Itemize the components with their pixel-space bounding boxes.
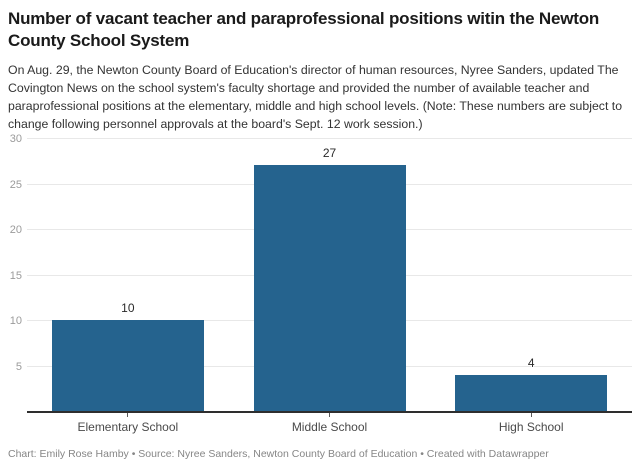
y-axis-tick-label: 20 [9, 224, 22, 236]
x-axis-category-label: Middle School [291, 420, 368, 434]
x-axis-slot: High School [430, 413, 632, 435]
bar-slot: 4 [430, 138, 632, 411]
gridline [27, 138, 632, 139]
x-axis-tick [329, 413, 330, 417]
bar-high-school [455, 374, 608, 411]
x-axis-tick [127, 413, 129, 417]
bar-elementary-school [51, 320, 204, 411]
bar-middle-school [253, 165, 406, 411]
x-axis-labels: Elementary School Middle School High Schoo… [27, 413, 632, 435]
y-axis-tick-label: 30 [9, 133, 22, 145]
x-axis-slot: Middle School [229, 413, 431, 435]
y-axis-tick-label: 25 [9, 178, 22, 191]
bar-chart: 5 10 15 20 25 30 10 27 4 Elementary School Middle… [8, 133, 632, 435]
y-axis-tick-label: 15 [9, 269, 22, 282]
y-axis-tick-label: 10 [9, 315, 22, 327]
bar-value-label: 10 [121, 301, 135, 315]
x-axis-category-label: High School [498, 420, 564, 434]
plot-area: 5 10 15 20 25 30 10 27 4 [8, 133, 632, 411]
attribution-footer: Chart: Emily Rose Hamby • Source: Nyree … [8, 448, 549, 460]
bar-slot: 27 [229, 138, 431, 411]
x-axis-tick [530, 413, 532, 417]
chart-description: On Aug. 29, the Newton County Board of E… [8, 63, 623, 131]
bars-layer: 10 27 4 [27, 138, 632, 411]
bar-slot: 10 [27, 138, 229, 411]
chart-title: Number of vacant teacher and paraprofess… [8, 9, 600, 50]
x-axis-line [27, 411, 632, 413]
bar-value-label: 27 [322, 146, 337, 161]
y-axis-tick-label: 5 [15, 360, 22, 373]
x-axis-slot: Elementary School [27, 413, 229, 435]
x-axis-category-label: Elementary School [77, 420, 179, 434]
bar-value-label: 4 [527, 355, 535, 370]
